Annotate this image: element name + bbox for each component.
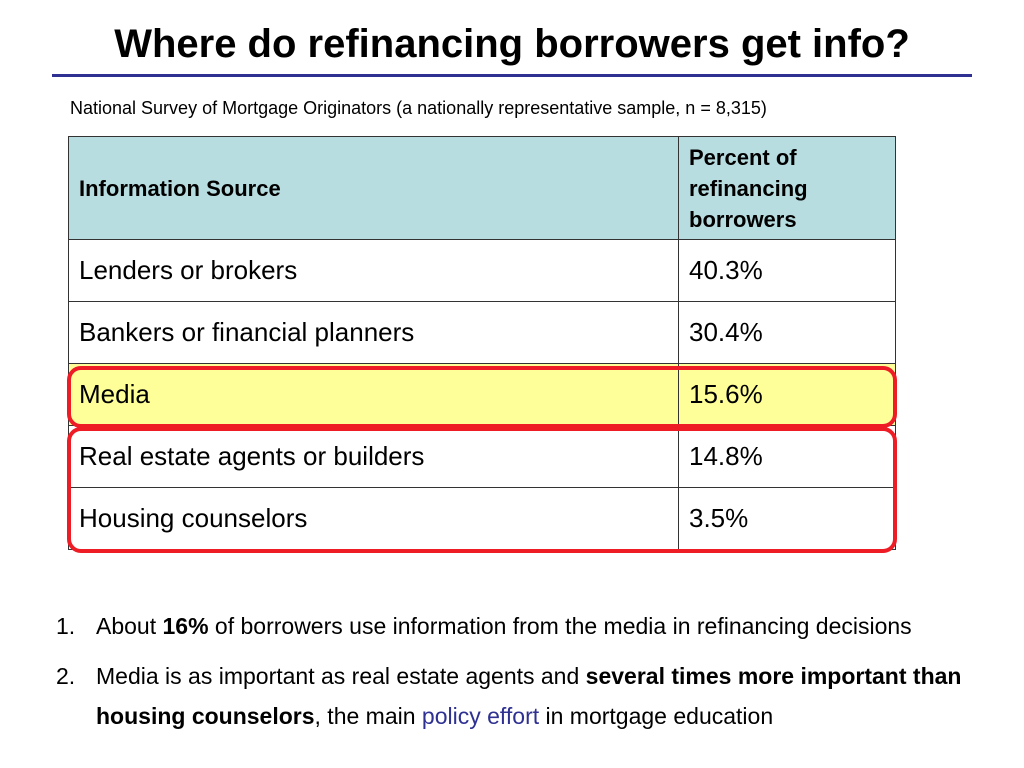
header-percent: Percent of refinancing borrowers <box>678 136 896 240</box>
survey-subtitle: National Survey of Mortgage Originators … <box>70 98 767 118</box>
title-divider <box>52 74 972 77</box>
finding-number: 1. <box>56 613 76 639</box>
table-row-highlighted: Media 15.6% <box>68 363 896 426</box>
finding-text: About <box>96 613 163 639</box>
finding-number: 2. <box>56 663 76 689</box>
table-row: Bankers or financial planners 30.4% <box>68 301 896 364</box>
page-title: Where do refinancing borrowers get info? <box>114 22 910 66</box>
percent-cell: 30.4% <box>678 301 896 364</box>
information-source-table: Information Source Percent of refinancin… <box>68 136 896 550</box>
source-cell: Lenders or brokers <box>68 239 679 302</box>
source-cell: Media <box>68 363 679 426</box>
source-cell: Housing counselors <box>68 487 679 550</box>
finding-text: , the main <box>314 703 422 729</box>
finding-text: of borrowers use information from the me… <box>208 613 912 639</box>
finding-emphasis: 16% <box>162 613 209 639</box>
comparison-highlight-ring <box>67 427 897 553</box>
percent-cell: 40.3% <box>678 239 896 302</box>
finding-item: 1. About 16% of borrowers use information… <box>56 606 1016 646</box>
key-findings-list: 1. About 16% of borrowers use information… <box>56 606 1016 746</box>
table-header-row: Information Source Percent of refinancin… <box>68 136 896 240</box>
percent-cell: 3.5% <box>678 487 896 550</box>
table-row: Lenders or brokers 40.3% <box>68 239 896 302</box>
finding-emphasis: several times more important than housin… <box>96 663 962 729</box>
finding-item: 2. Media is as important as real estate a… <box>56 656 1016 736</box>
header-information-source: Information Source <box>68 136 679 240</box>
source-cell: Bankers or financial planners <box>68 301 679 364</box>
finding-text: Media is as important as real estate age… <box>96 663 586 689</box>
table-row: Housing counselors 3.5% <box>68 487 896 550</box>
media-highlight-ring <box>67 366 897 428</box>
finding-text: in mortgage education <box>539 703 774 729</box>
policy-effort-link[interactable]: policy effort <box>421 703 540 729</box>
